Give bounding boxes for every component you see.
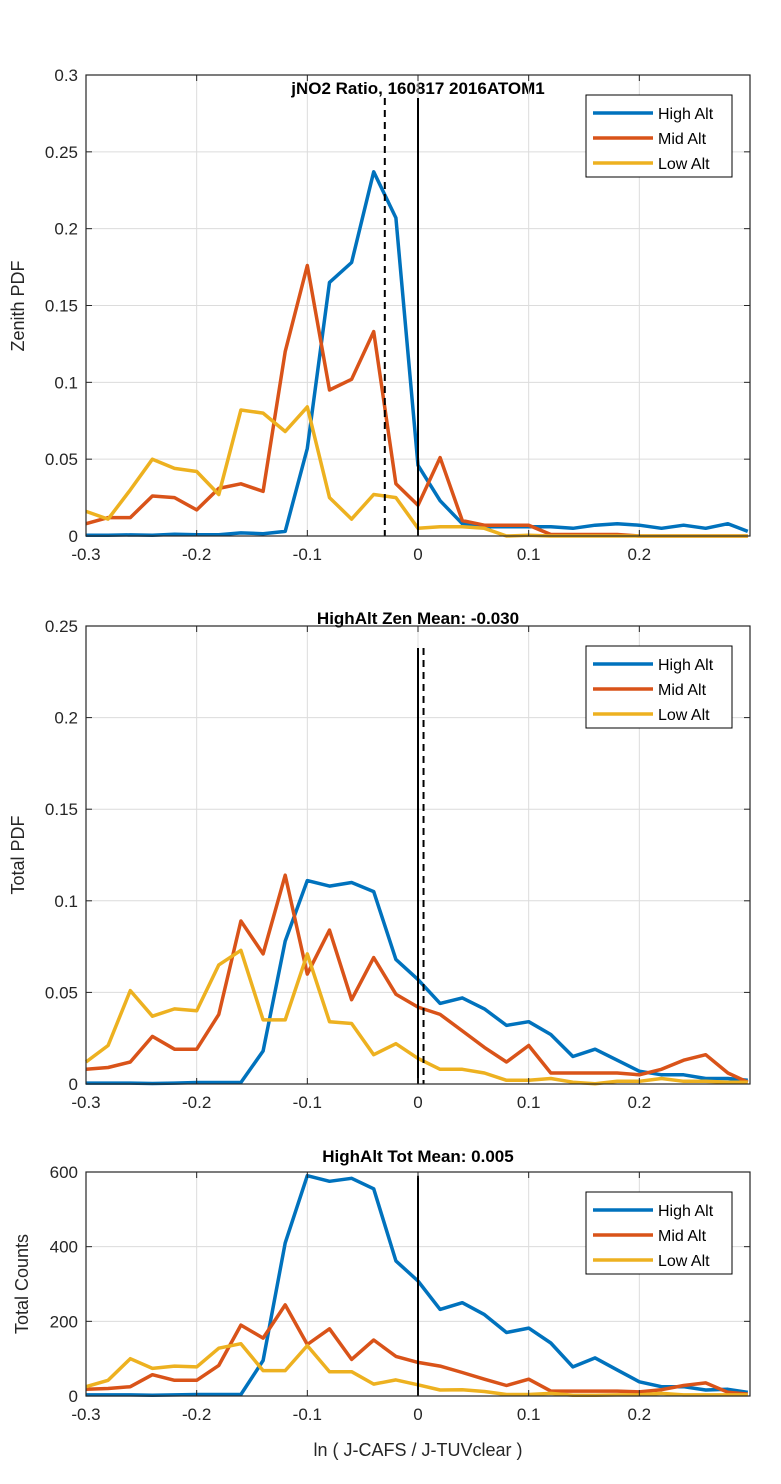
y-tick-label: 0.05 xyxy=(45,450,78,469)
x-axis-label: ln ( J-CAFS / J-TUVclear ) xyxy=(313,1440,522,1460)
panel-title: HighAlt Tot Mean: 0.005 xyxy=(322,1147,513,1166)
legend-label: Low Alt xyxy=(658,1253,710,1270)
y-tick-label: 0 xyxy=(69,1075,78,1094)
legend-label: Low Alt xyxy=(658,707,710,724)
axes-box xyxy=(85,74,751,537)
legend-label: Low Alt xyxy=(658,156,710,173)
x-tick-label: -0.3 xyxy=(71,1405,100,1424)
x-tick-label: 0 xyxy=(413,1093,422,1112)
y-tick-label: 0.25 xyxy=(45,143,78,162)
legend-label: High Alt xyxy=(658,1203,714,1220)
y-axis-label: Total Counts xyxy=(12,1234,32,1334)
y-tick-label: 0.3 xyxy=(54,66,78,85)
x-tick-label: 0.2 xyxy=(628,1405,652,1424)
tick-labels: -0.3 -0.2 -0.1 0 0.1 0.2 0 200 400 600 xyxy=(50,1163,652,1424)
y-axis-label: Total PDF xyxy=(8,815,28,894)
tick-labels: -0.3 -0.2 -0.1 0 0.1 0.2 0 0.05 0.1 0.15 0.2 0.25 0.… xyxy=(45,66,651,564)
axes-frame xyxy=(85,74,751,537)
y-tick-label: 0.1 xyxy=(54,373,78,392)
axes-box xyxy=(85,625,751,1085)
axes-box xyxy=(85,1171,751,1397)
y-tick-label: 0.2 xyxy=(54,220,78,239)
y-tick-label: 0.1 xyxy=(54,892,78,911)
x-tick-label: 0 xyxy=(413,1405,422,1424)
panel-title: HighAlt Zen Mean: -0.030 xyxy=(317,609,519,628)
x-tick-label: -0.3 xyxy=(71,545,100,564)
legend: High Alt Mid Alt Low Alt xyxy=(585,94,733,178)
tick-labels: -0.3 -0.2 -0.1 0 0.1 0.2 0 0.05 0.1 0.15 0.2 0.25 xyxy=(45,617,651,1112)
x-tick-label: -0.2 xyxy=(182,545,211,564)
reference-lines xyxy=(417,647,425,1084)
legend: High Alt Mid Alt Low Alt xyxy=(585,645,733,729)
legend-label: High Alt xyxy=(658,657,714,674)
x-tick-label: 0.2 xyxy=(628,1093,652,1112)
y-axis-label: Zenith PDF xyxy=(8,260,28,351)
x-tick-label: -0.2 xyxy=(182,1093,211,1112)
reference-lines xyxy=(383,98,419,536)
legend-box xyxy=(585,1191,733,1275)
x-tick-label: -0.3 xyxy=(71,1093,100,1112)
y-tick-label: 0.2 xyxy=(54,709,78,728)
panel-zenith-pdf: jNO2 Ratio, 160817 2016ATOM1 Zenith PDF … xyxy=(8,66,751,564)
y-tick-label: 0 xyxy=(69,527,78,546)
legend-label: Mid Alt xyxy=(658,682,707,699)
x-tick-label: -0.2 xyxy=(182,1405,211,1424)
x-tick-label: -0.1 xyxy=(293,1405,322,1424)
y-tick-label: 0.15 xyxy=(45,800,78,819)
y-tick-label: 600 xyxy=(50,1163,78,1182)
axes-frame xyxy=(85,1171,751,1397)
y-tick-label: 0.15 xyxy=(45,297,78,316)
y-tick-label: 0.25 xyxy=(45,617,78,636)
y-tick-label: 400 xyxy=(50,1238,78,1257)
x-tick-label: 0 xyxy=(413,545,422,564)
legend: High Alt Mid Alt Low Alt xyxy=(585,1191,733,1275)
panel-total-counts: HighAlt Tot Mean: 0.005 Total Counts -0.… xyxy=(12,1147,751,1460)
y-tick-label: 0 xyxy=(69,1387,78,1406)
x-tick-label: 0.1 xyxy=(517,545,541,564)
axes-frame xyxy=(85,625,751,1085)
legend-label: Mid Alt xyxy=(658,131,707,148)
x-tick-label: 0.2 xyxy=(628,545,652,564)
x-tick-label: -0.1 xyxy=(293,545,322,564)
x-tick-label: 0.1 xyxy=(517,1405,541,1424)
y-tick-label: 200 xyxy=(50,1312,78,1331)
x-tick-label: -0.1 xyxy=(293,1093,322,1112)
panel-total-pdf: HighAlt Zen Mean: -0.030 Total PDF -0.3-… xyxy=(8,609,751,1112)
x-tick-label: 0.1 xyxy=(517,1093,541,1112)
legend-label: Mid Alt xyxy=(658,1228,707,1245)
y-tick-label: 0.05 xyxy=(45,983,78,1002)
legend-label: High Alt xyxy=(658,106,714,123)
